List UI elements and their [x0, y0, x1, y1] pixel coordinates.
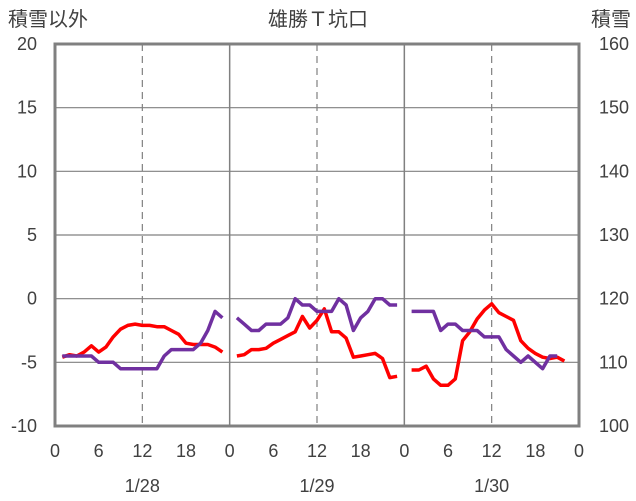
x-tick: 12: [482, 441, 502, 461]
x-tick: 12: [307, 441, 327, 461]
y-tick-left: -5: [21, 352, 37, 372]
right-axis-label: 積雪: [591, 8, 631, 31]
x-tick: 0: [225, 441, 235, 461]
x-tick: 0: [574, 441, 584, 461]
plot-frame: [53, 42, 581, 428]
y-tick-right: 110: [599, 352, 628, 372]
y-tick-right: 130: [599, 225, 629, 245]
snow-series-line: [235, 296, 398, 333]
x-tick: 18: [176, 441, 196, 461]
snow-series-line: [411, 309, 558, 371]
left-axis-label: 積雪以外: [8, 8, 88, 31]
date-label: 1/28: [125, 476, 160, 496]
y-tick-right: 120: [599, 289, 629, 309]
chart-title: 雄勝Ｔ坑口: [268, 8, 368, 31]
y-tick-left: 5: [27, 225, 37, 245]
x-tick: 6: [443, 441, 453, 461]
y-tick-right: 100: [599, 416, 629, 436]
series-group: [61, 296, 566, 388]
x-tick: 18: [525, 441, 545, 461]
y-tick-left: 15: [17, 98, 37, 118]
date-label: 1/30: [474, 476, 509, 496]
x-tick: 12: [132, 441, 152, 461]
x-tick: 6: [94, 441, 104, 461]
y-tick-right: 140: [599, 161, 629, 181]
x-tick: 6: [268, 441, 278, 461]
date-label: 1/29: [299, 476, 334, 496]
snow-series-line: [62, 309, 224, 371]
y-tick-right: 150: [599, 98, 629, 118]
x-tick: 0: [399, 441, 409, 461]
y-tick-left: 0: [27, 289, 37, 309]
non-snow-series-line: [411, 302, 566, 388]
y-tick-right: 160: [599, 34, 629, 54]
non-snow-series-line: [61, 322, 224, 359]
x-tick: 0: [50, 441, 60, 461]
grid: [55, 44, 579, 426]
non-snow-series-line: [236, 307, 398, 380]
y-tick-left: -10: [11, 416, 37, 436]
x-tick: 18: [351, 441, 371, 461]
y-tick-left: 20: [17, 34, 37, 54]
y-tick-left: 10: [17, 161, 37, 181]
